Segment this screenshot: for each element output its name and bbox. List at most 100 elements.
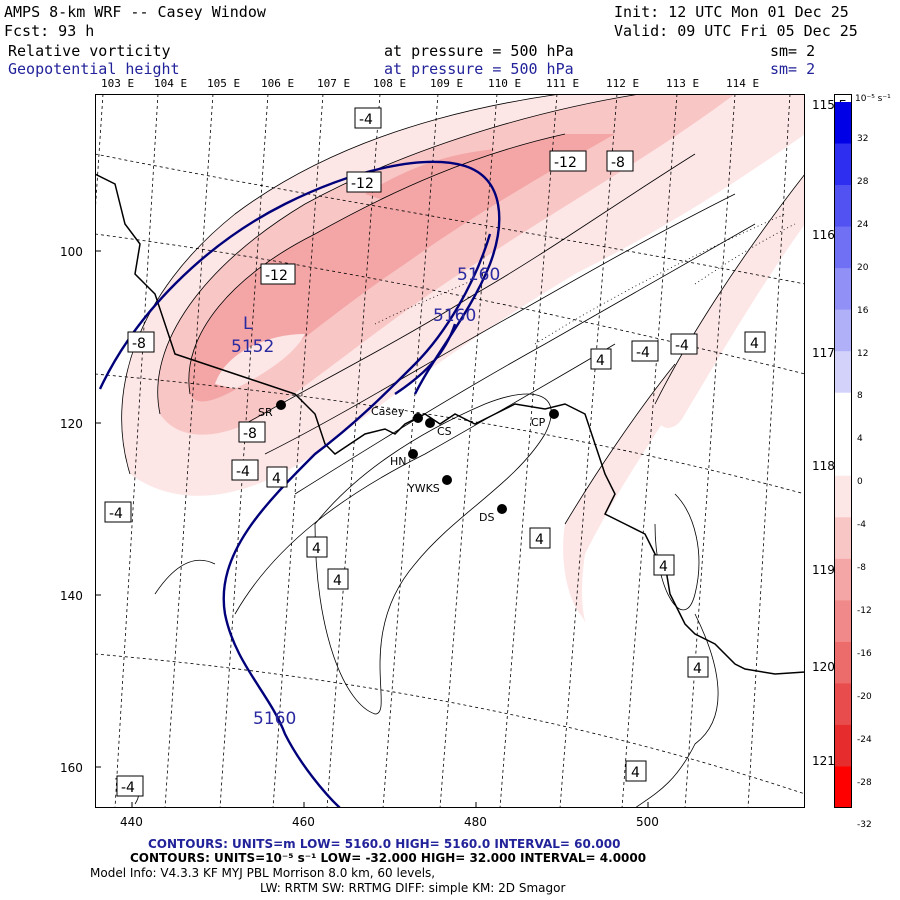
colorbar-cell	[834, 683, 852, 726]
map-panel: -4 -12 -12 -8 -12 -8	[95, 94, 805, 808]
lon-label: 107 E	[317, 77, 351, 90]
colorbar-cell	[834, 724, 852, 767]
height-label: 5160	[253, 709, 296, 729]
svg-text:-8: -8	[243, 426, 257, 442]
vorticity-contour-info: CONTOURS: UNITS=10⁻⁵ s⁻¹ LOW= -32.000 HI…	[130, 851, 647, 865]
colorbar-cell	[834, 434, 852, 477]
vorticity-label: 4	[306, 536, 328, 558]
svg-text:-4: -4	[121, 780, 135, 796]
station-label-hn: HN	[390, 455, 407, 468]
lon-label: 112 E	[606, 77, 640, 90]
colorbar-tick-label: -12	[857, 605, 872, 616]
low-center-value: 5152	[231, 337, 274, 357]
vorticity-fill-right-band	[655, 174, 805, 428]
colorbar-cell	[834, 558, 852, 601]
colorbar-tick-label: 28	[857, 176, 869, 187]
colorbar-tick-label: -24	[857, 734, 872, 745]
lon-label: 104 E	[154, 77, 188, 90]
svg-text:-4: -4	[636, 345, 650, 361]
colorbar	[834, 94, 852, 808]
vorticity-label: 4	[529, 527, 551, 549]
colorbar-cell	[834, 143, 852, 186]
colorbar-tick-label: 32	[857, 134, 869, 144]
station-marker	[549, 409, 559, 419]
svg-text:4: 4	[535, 532, 544, 548]
svg-text:4: 4	[750, 336, 759, 352]
field2-level: at pressure = 500 hPa	[384, 60, 574, 78]
colorbar-tick-label: 24	[857, 219, 869, 230]
y-tick-label: 100	[60, 245, 83, 259]
svg-text:-12: -12	[265, 268, 288, 284]
vorticity-label: 4	[625, 760, 647, 782]
vorticity-label: -4	[670, 333, 698, 355]
model-info: Model Info: V4.3.3 KF MYJ PBL Morrison 8…	[90, 866, 436, 880]
vorticity-label: -4	[104, 501, 132, 523]
vorticity-label: 4	[744, 331, 766, 353]
low-center-marker: L	[243, 314, 253, 334]
svg-text:-4: -4	[109, 506, 123, 522]
vorticity-label: -4	[354, 107, 382, 129]
vorticity-label: -12	[260, 263, 296, 285]
field2-smoothing: sm= 2	[770, 60, 816, 78]
station-marker	[276, 400, 286, 410]
model-physics: LW: RRTM SW: RRTMG DIFF: simple KM: 2D S…	[260, 881, 566, 895]
station-marker	[413, 413, 423, 423]
station-label-cp: CP	[531, 416, 546, 429]
x-tick-label: 440	[120, 815, 143, 829]
colorbar-tick-label: 16	[857, 305, 869, 316]
lon-label: 103 E	[101, 77, 135, 90]
colorbar-tick-label: -28	[857, 777, 872, 788]
height-label: 5160	[433, 306, 476, 326]
colorbar-tick-label: -20	[857, 691, 872, 702]
lon-label: 110 E	[488, 77, 522, 90]
x-tick-label: 480	[464, 815, 487, 829]
svg-text:-4: -4	[675, 338, 689, 354]
svg-text:4: 4	[312, 541, 321, 557]
contour-labels: -4 -12 -12 -8 -12 -8	[104, 107, 766, 797]
lon-label: 111 E	[546, 77, 580, 90]
station-label-ds: DS	[479, 511, 494, 524]
vorticity-label: -8	[238, 421, 266, 443]
vorticity-label: -4	[631, 340, 659, 362]
svg-text:-8: -8	[132, 336, 146, 352]
station-label-casey: Casey	[371, 405, 405, 418]
colorbar-unit: 10⁻⁵ s⁻¹	[855, 94, 891, 104]
colorbar-cell	[834, 102, 852, 145]
colorbar-cell	[834, 641, 852, 684]
y-tick-label: 120	[60, 417, 83, 431]
svg-text:4: 4	[272, 471, 281, 487]
station-marker	[442, 475, 452, 485]
colorbar-tick-label: -8	[857, 563, 866, 573]
init-time: Init: 12 UTC Mon 01 Dec 25	[614, 3, 849, 21]
vorticity-fill-neg8	[157, 94, 735, 435]
colorbar-tick-label: -16	[857, 648, 872, 659]
station-marker	[497, 504, 507, 514]
y-tick-label: 160	[60, 761, 83, 775]
station-label-cs: CS	[437, 425, 452, 438]
colorbar-tick-label: 8	[857, 391, 863, 402]
field1-name: Relative vorticity	[8, 42, 171, 60]
lon-label: 109 E	[430, 77, 464, 90]
vorticity-label: 4	[653, 554, 675, 576]
colorbar-tick-label: -4	[857, 520, 866, 531]
field1-level: at pressure = 500 hPa	[384, 42, 574, 60]
colorbar-tick-label: 4	[857, 434, 863, 445]
colorbar-cell	[834, 268, 852, 311]
vorticity-label: 4	[266, 466, 288, 488]
field2-name: Geopotential height	[8, 60, 180, 78]
lon-label: 105 E	[207, 77, 241, 90]
colorbar-cell	[834, 392, 852, 435]
colorbar-cell	[834, 766, 852, 808]
svg-text:-12: -12	[351, 176, 374, 192]
colorbar-cell	[834, 309, 852, 352]
colorbar-tick-label: 12	[857, 348, 869, 359]
forecast-hour: Fcst: 93 h	[4, 22, 95, 40]
station-marker	[425, 418, 435, 428]
colorbar-cell	[834, 475, 852, 518]
lon-label: 113 E	[666, 77, 700, 90]
vorticity-label: -8	[127, 331, 155, 353]
svg-text:4: 4	[333, 573, 342, 589]
coastline	[95, 173, 805, 675]
vorticity-label: -12	[346, 171, 382, 193]
svg-text:-12: -12	[554, 155, 577, 171]
